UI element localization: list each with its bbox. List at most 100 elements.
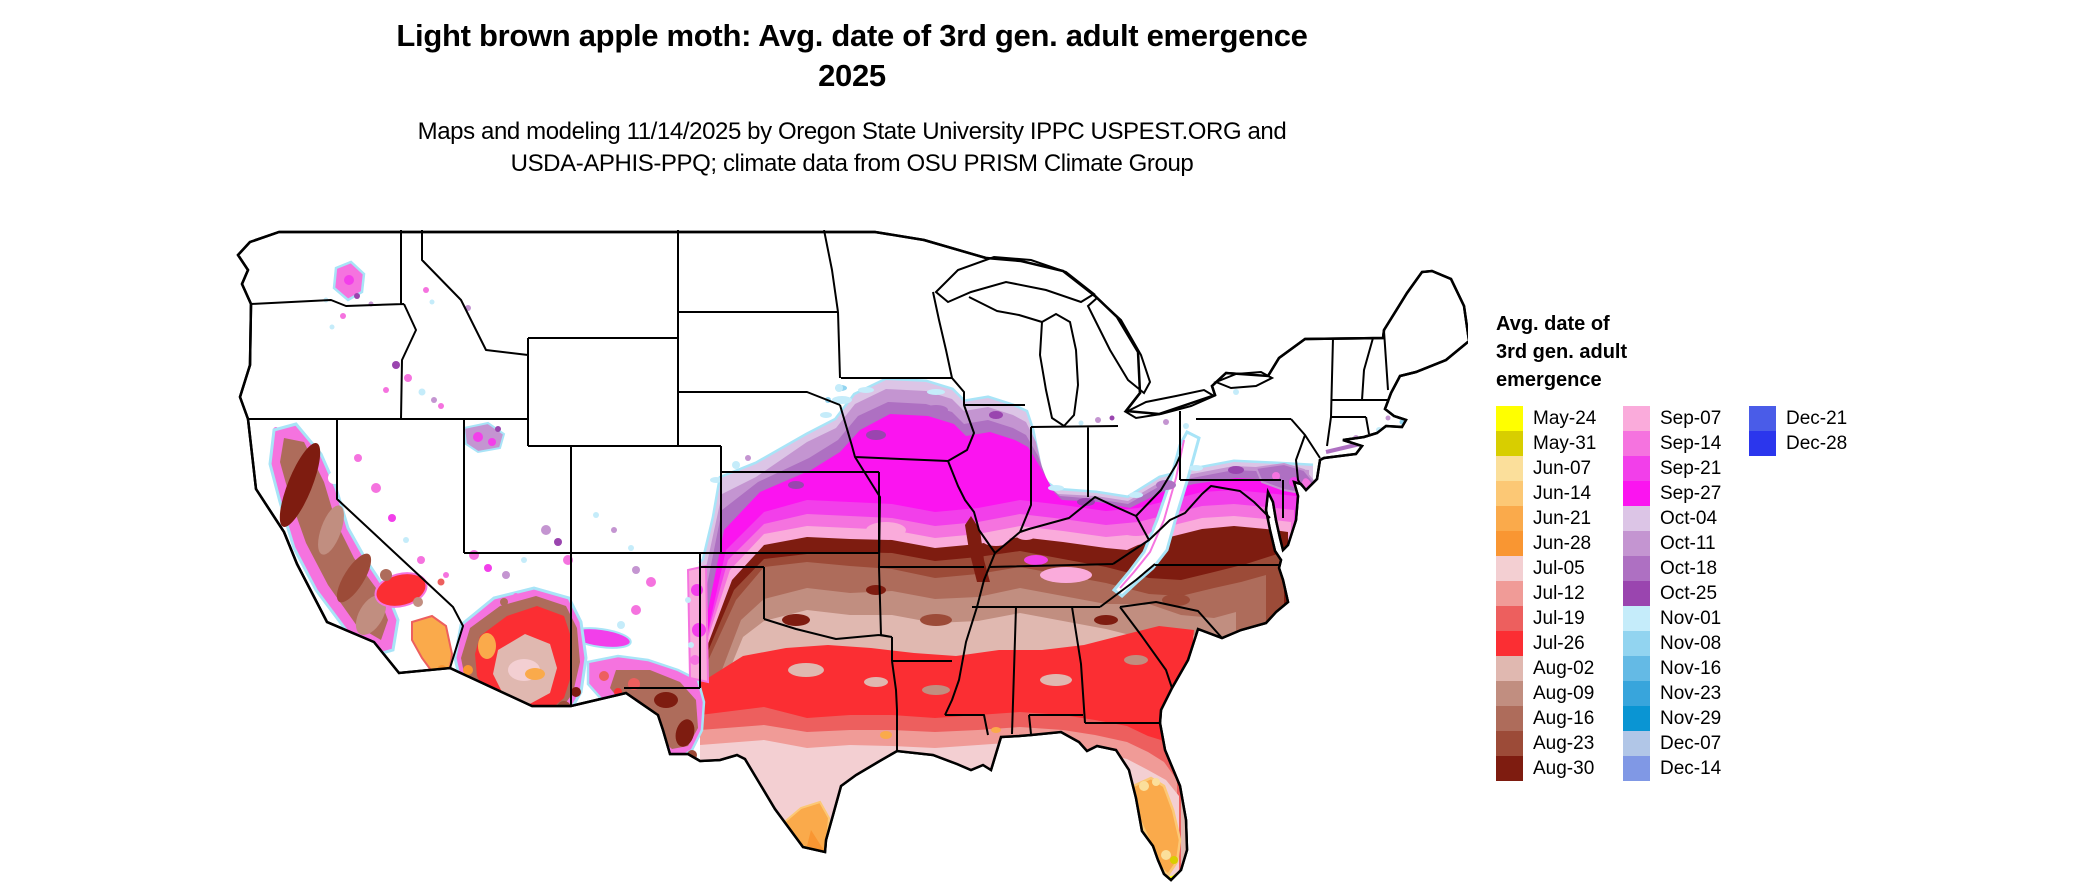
legend-swatch — [1623, 406, 1650, 431]
legend-swatch — [1496, 556, 1523, 581]
legend-label: Aug-16 — [1533, 707, 1595, 729]
legend-swatch — [1496, 756, 1523, 781]
legend: Avg. date of 3rd gen. adult emergence Ma… — [1496, 310, 1976, 781]
legend-swatch — [1749, 431, 1776, 456]
legend-swatch — [1496, 456, 1523, 481]
legend-row: May-24 — [1496, 406, 1623, 431]
legend-swatch — [1623, 681, 1650, 706]
title-line-2: 2025 — [818, 58, 886, 93]
legend-swatch — [1496, 406, 1523, 431]
subtitle-line-2: USDA-APHIS-PPQ; climate data from OSU PR… — [510, 150, 1194, 177]
state-borders — [248, 229, 1389, 751]
legend-swatch — [1623, 531, 1650, 556]
legend-label: Oct-04 — [1660, 507, 1718, 529]
legend-label: Sep-14 — [1660, 432, 1722, 454]
legend-label: Oct-11 — [1660, 532, 1716, 554]
legend-swatch — [1496, 731, 1523, 756]
legend-swatch — [1623, 706, 1650, 731]
legend-row: Nov-29 — [1623, 706, 1749, 731]
legend-label: Oct-25 — [1660, 582, 1718, 604]
legend-row: Oct-11 — [1623, 531, 1749, 556]
legend-label: Jun-21 — [1533, 507, 1592, 529]
legend-swatch — [1623, 631, 1650, 656]
legend-row: Aug-16 — [1496, 706, 1623, 731]
legend-swatch — [1496, 531, 1523, 556]
legend-row: Nov-08 — [1623, 631, 1749, 656]
legend-label: Dec-21 — [1786, 407, 1848, 429]
us-map-svg — [236, 229, 1471, 882]
legend-title: Avg. date of 3rd gen. adult emergence — [1496, 310, 1976, 394]
legend-title-line: 3rd gen. adult — [1496, 341, 1628, 363]
legend-column: May-24 May-31 Jun-07 Jun-14 Jun-21 Jun-28 Jul-… — [1496, 406, 1623, 781]
legend-swatch — [1496, 656, 1523, 681]
band-speckles — [710, 384, 1244, 739]
legend-row: Nov-01 — [1623, 606, 1749, 631]
lake-michigan — [1038, 312, 1080, 428]
legend-row: Jun-21 — [1496, 506, 1623, 531]
legend-row: Aug-09 — [1496, 681, 1623, 706]
legend-row: Jul-19 — [1496, 606, 1623, 631]
legend-swatch — [1623, 731, 1650, 756]
legend-column: Dec-21 Dec-28 — [1749, 406, 1899, 781]
legend-label: Jul-05 — [1533, 557, 1585, 579]
legend-label: Dec-14 — [1660, 757, 1722, 779]
legend-swatch — [1623, 556, 1650, 581]
legend-row: Jun-07 — [1496, 456, 1623, 481]
legend-label: Nov-01 — [1660, 607, 1722, 629]
page-title: Light brown apple moth: Avg. date of 3rd… — [236, 16, 1468, 96]
legend-label: Jul-26 — [1533, 632, 1585, 654]
legend-swatch — [1623, 581, 1650, 606]
legend-swatch — [1623, 606, 1650, 631]
legend-label: Jun-28 — [1533, 532, 1592, 554]
legend-label: May-24 — [1533, 407, 1597, 429]
legend-swatch — [1623, 506, 1650, 531]
legend-label: Aug-09 — [1533, 682, 1595, 704]
legend-row: May-31 — [1496, 431, 1623, 456]
legend-label: Nov-08 — [1660, 632, 1722, 654]
legend-swatch — [1623, 456, 1650, 481]
subtitle-line-1: Maps and modeling 11/14/2025 by Oregon S… — [417, 118, 1287, 145]
legend-row: Sep-21 — [1623, 456, 1749, 481]
legend-row: Jul-12 — [1496, 581, 1623, 606]
legend-swatch — [1496, 606, 1523, 631]
legend-row: Sep-27 — [1623, 481, 1749, 506]
legend-swatch — [1749, 406, 1776, 431]
legend-label: Nov-16 — [1660, 657, 1722, 679]
legend-row: Sep-14 — [1623, 431, 1749, 456]
legend-label: Sep-07 — [1660, 407, 1722, 429]
title-line-1: Light brown apple moth: Avg. date of 3rd… — [396, 18, 1308, 53]
legend-label: Aug-23 — [1533, 732, 1595, 754]
legend-row: Aug-02 — [1496, 656, 1623, 681]
legend-row: Dec-14 — [1623, 756, 1749, 781]
legend-label: Aug-30 — [1533, 757, 1595, 779]
legend-label: Dec-28 — [1786, 432, 1848, 454]
legend-row: Oct-18 — [1623, 556, 1749, 581]
legend-label: Sep-21 — [1660, 457, 1722, 479]
legend-row: Dec-21 — [1749, 406, 1899, 431]
us-emergence-map — [236, 229, 1471, 890]
legend-column: Sep-07 Sep-14 Sep-21 Sep-27 Oct-04 Oct-11 Oct-… — [1623, 406, 1749, 781]
legend-label: Nov-23 — [1660, 682, 1722, 704]
legend-label: Jul-19 — [1533, 607, 1585, 629]
legend-label: Nov-29 — [1660, 707, 1722, 729]
legend-swatch — [1623, 756, 1650, 781]
legend-row: Jul-26 — [1496, 631, 1623, 656]
legend-swatch — [1623, 481, 1650, 506]
legend-swatch — [1496, 631, 1523, 656]
legend-row: Aug-30 — [1496, 756, 1623, 781]
legend-row: Oct-04 — [1623, 506, 1749, 531]
legend-row: Dec-28 — [1749, 431, 1899, 456]
legend-label: Jul-12 — [1533, 582, 1585, 604]
legend-label: May-31 — [1533, 432, 1597, 454]
legend-columns: May-24 May-31 Jun-07 Jun-14 Jun-21 Jun-28 Jul-… — [1496, 406, 1976, 781]
map-header: Light brown apple moth: Avg. date of 3rd… — [236, 0, 1468, 180]
legend-label: Jun-14 — [1533, 482, 1592, 504]
legend-swatch — [1496, 431, 1523, 456]
legend-row: Dec-07 — [1623, 731, 1749, 756]
legend-swatch — [1496, 681, 1523, 706]
legend-swatch — [1496, 481, 1523, 506]
legend-swatch — [1496, 506, 1523, 531]
lake-huron — [1086, 296, 1152, 395]
legend-swatch — [1623, 656, 1650, 681]
